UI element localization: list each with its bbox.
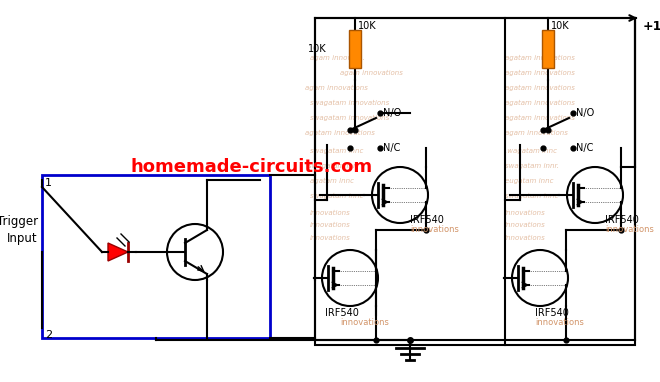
Text: 1: 1 (45, 178, 52, 188)
Text: eugatam innc: eugatam innc (505, 178, 554, 184)
Text: innovations: innovations (605, 225, 654, 234)
Text: +12V: +12V (643, 20, 660, 33)
Text: IRF540: IRF540 (535, 308, 569, 318)
Text: N/O: N/O (576, 108, 594, 118)
Text: N/C: N/C (383, 143, 401, 153)
Text: swagatam innc: swagatam innc (310, 193, 364, 199)
Text: N/C: N/C (576, 143, 593, 153)
Text: innovations: innovations (310, 210, 350, 216)
Text: swagatam innc: swagatam innc (505, 193, 558, 199)
Text: innovations: innovations (535, 318, 584, 327)
Text: N/O: N/O (383, 108, 401, 118)
Text: agatam innovations: agatam innovations (505, 55, 575, 61)
Text: swagatam innovations: swagatam innovations (310, 100, 389, 106)
Bar (42, 175, 270, 338)
Text: agam innovations: agam innovations (505, 130, 568, 136)
Text: 10K: 10K (308, 44, 327, 54)
Text: agatam innovations: agatam innovations (505, 70, 575, 76)
Text: swagatam innovations: swagatam innovations (310, 115, 389, 121)
Text: agatam innc: agatam innc (310, 178, 354, 184)
Text: innovations: innovations (340, 318, 389, 327)
Bar (315, 18, 635, 345)
Text: agam innovations: agam innovations (340, 70, 403, 76)
Text: Trigger
Input: Trigger Input (0, 215, 38, 245)
Text: swagatam innc: swagatam innc (310, 148, 364, 154)
Text: innovations: innovations (310, 235, 350, 241)
Text: agam innovations: agam innovations (305, 85, 368, 91)
Text: IRF540: IRF540 (325, 308, 359, 318)
Text: IRF540: IRF540 (410, 215, 444, 225)
Text: homemade-circuits.com: homemade-circuits.com (130, 158, 372, 176)
Polygon shape (108, 243, 128, 261)
Text: swagatam innr.: swagatam innr. (505, 163, 559, 169)
Text: agatam innovations: agatam innovations (505, 85, 575, 91)
Text: 10K: 10K (551, 21, 570, 31)
Text: innovations: innovations (410, 225, 459, 234)
Text: innovations: innovations (505, 210, 546, 216)
Text: IRF540: IRF540 (605, 215, 639, 225)
Text: 2: 2 (45, 330, 52, 340)
Text: agam innova....: agam innova.... (310, 55, 365, 61)
Text: agatam innovations: agatam innovations (505, 100, 575, 106)
Text: agatam innovations: agatam innovations (505, 115, 575, 121)
Text: innovations: innovations (505, 235, 546, 241)
Bar (542, 31, 554, 68)
Text: innovations: innovations (505, 222, 546, 228)
Text: innovations: innovations (310, 222, 350, 228)
Bar (349, 31, 361, 68)
Text: swagatam inr.: swagatam inr. (308, 163, 358, 169)
Text: 10K: 10K (358, 21, 377, 31)
Text: agatam innovations: agatam innovations (305, 130, 375, 136)
Text: .wagatam innc: .wagatam innc (505, 148, 557, 154)
